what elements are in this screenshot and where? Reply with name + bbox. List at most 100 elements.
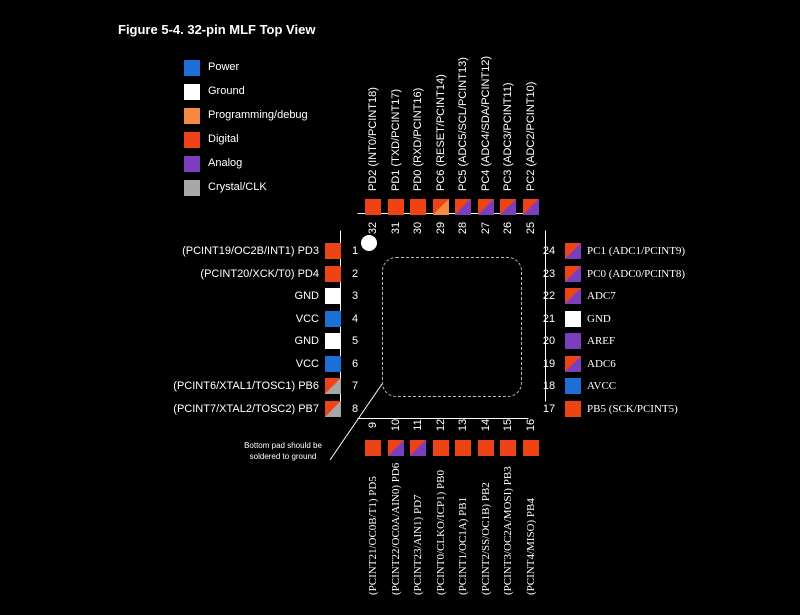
pin-label: GND [294,335,319,347]
pin-27 [477,199,494,215]
legend-item: Digital [184,132,384,150]
pin-label: (PCINT1/OC1A) PB1 [457,496,469,595]
pin-number: 4 [351,312,359,325]
legend-item: Analog [184,156,384,174]
bottom-pad [382,257,522,397]
pin-label: PC3 (ADC3/PCINT11) [502,82,514,191]
pin-number: 26 [502,221,514,235]
legend-label: Crystal/CLK [208,181,267,193]
legend-item: Programming/debug [184,108,384,126]
pin-30 [410,199,426,215]
legend-swatch [184,180,200,196]
pin-label: (PCINT6/XTAL1/TOSC1) PB6 [173,380,319,392]
pin-label: PD1 (TXD/PCINT17) [389,88,402,191]
pin-number: 19 [542,357,556,370]
pin-18 [565,378,581,394]
pin-number: 13 [457,418,469,432]
pin-number: 6 [351,357,359,370]
figure-title: Figure 5-4. 32-pin MLF Top View [118,22,316,37]
pin-13 [455,440,471,456]
pin-number: 15 [502,418,514,432]
pin-number: 5 [351,335,359,347]
pin-number: 22 [542,290,556,302]
legend-swatch [184,156,200,172]
pin-3 [325,288,341,304]
legend-item: Power [184,60,384,78]
legend-swatch [184,60,200,76]
legend-label: Analog [208,157,243,169]
pin-number: 21 [542,312,556,325]
pin-number: 9 [367,421,379,429]
pin-17 [565,400,581,417]
pin-label: PC6 (RESET/PCINT14) [434,74,447,191]
pin-14 [477,440,494,456]
pin-number: 8 [351,402,359,415]
pin-number: 16 [524,418,537,432]
pin-number: 11 [412,419,424,431]
pin-label: PB5 (SCK/PCINT5) [587,402,678,415]
pin-label: PD0 (RXD/PCINT16) [412,87,424,191]
pin-10 [387,440,404,456]
pin-32 [365,199,381,215]
pin-31 [387,199,404,215]
pin-label: PC4 (ADC4/SDA/PCINT12) [479,55,492,191]
pin-label: ADC6 [587,357,616,370]
pin-number: 28 [457,221,469,235]
pin-number: 20 [542,335,556,347]
pin-29 [432,199,449,215]
pin-label: VCC [295,312,319,325]
legend-label: Digital [208,133,239,145]
bottom-pad-note: Bottom pad should be soldered to ground [244,441,322,461]
pin-number: 12 [434,418,447,432]
pin-number: 27 [479,221,492,235]
pin-number: 25 [524,221,537,235]
pin-label: VCC [295,357,319,370]
pin-22 [565,288,581,304]
pin-label: (PCINT21/OC0B/T1) PD5 [367,476,379,595]
pin-number: 3 [351,290,359,302]
legend-label: Ground [208,85,245,97]
pin-number: 29 [434,221,447,235]
pin-11 [410,440,426,456]
pin-number: 23 [542,267,556,280]
legend-label: Power [208,61,240,73]
pin-16 [522,440,539,456]
pin-number: 18 [542,380,556,392]
pin-label: (PCINT22/OC0A/AIN0) PD6 [389,462,402,595]
pin-label: PC0 (ADC0/PCINT8) [587,267,686,280]
pin-20 [565,333,581,349]
pin-2 [325,265,341,282]
pin-25 [522,199,539,215]
pin-number: 30 [412,221,424,235]
pin-label: PD2 (INT0/PCINT18) [367,87,379,191]
pin-5 [325,333,341,349]
pin-9 [365,440,381,456]
pin-label: AVCC [587,380,617,392]
pin-label: PC1 (ADC1/PCINT9) [587,245,686,257]
pin-21 [565,310,581,327]
pin-label: GND [294,290,319,302]
pin-8 [325,400,341,417]
pin1-marker-dot [361,235,377,251]
pin-label: (PCINT20/XCK/T0) PD4 [200,267,319,280]
pin-23 [565,265,581,282]
pin-label: (PCINT4/MISO) PB4 [524,498,537,595]
legend-swatch [184,132,200,148]
pin-7 [325,378,341,394]
pin-number: 32 [367,221,379,235]
legend-swatch [184,108,200,124]
pin-26 [500,199,516,215]
pin-number: 1 [351,245,359,257]
legend-item: Crystal/CLK [184,180,384,198]
pin-15 [500,440,516,456]
pin-number: 17 [542,402,556,415]
pin-number: 2 [351,267,359,280]
pin-number: 24 [542,245,556,257]
pin-label: (PCINT19/OC2B/INT1) PD3 [182,245,319,257]
pin-label: (PCINT3/OC2A/MOSI) PB3 [502,466,514,595]
pin-1 [325,243,341,259]
pin-28 [455,199,471,215]
pin-label: ADC7 [587,290,616,302]
legend-swatch [184,84,200,100]
pin-label: PC5 (ADC5/SCL/PCINT13) [457,57,469,191]
